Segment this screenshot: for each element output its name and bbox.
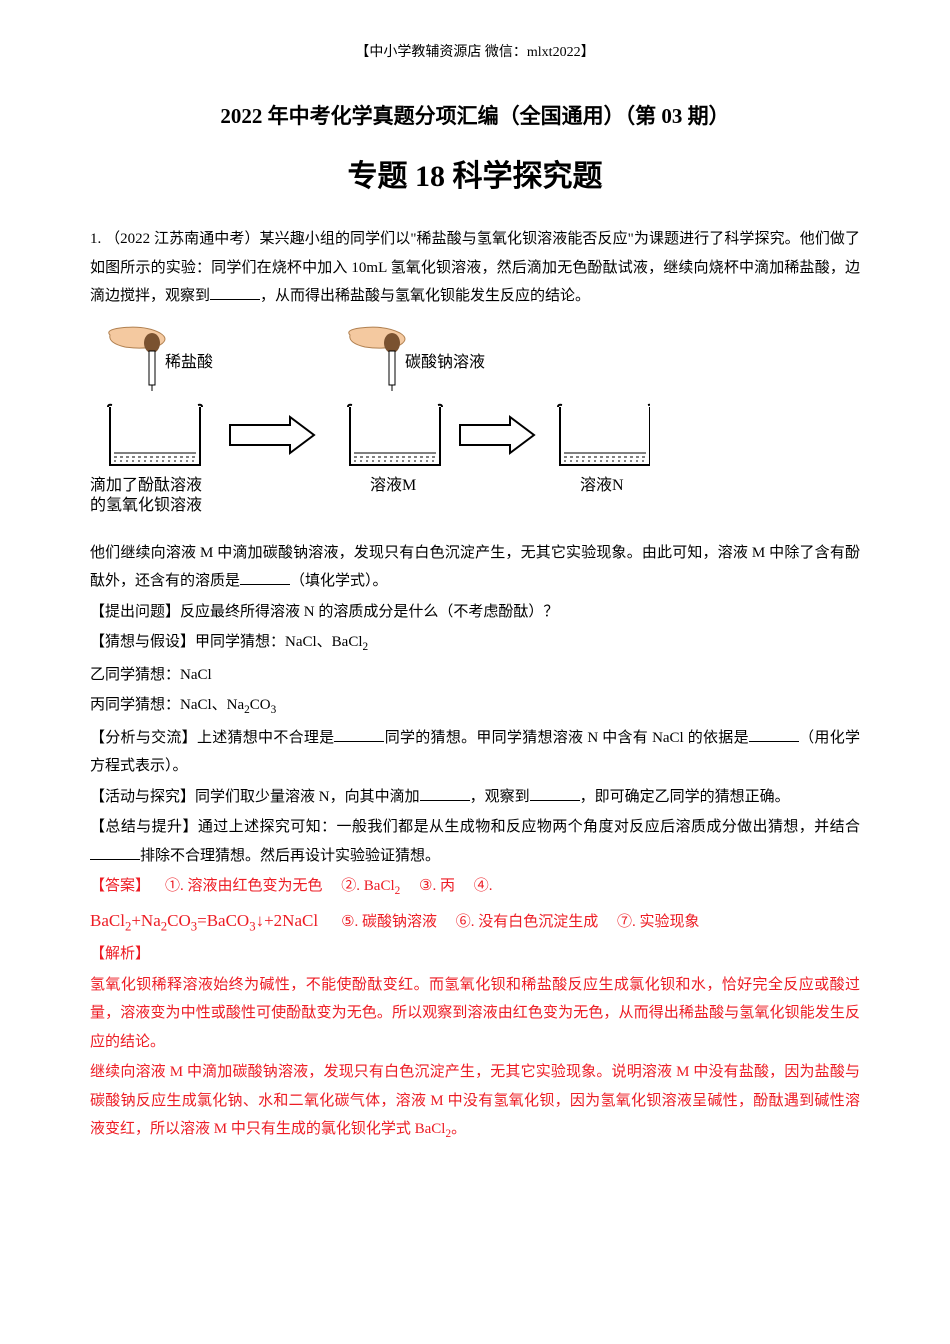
beaker-1-label-a: 滴加了酚酞溶液 bbox=[90, 476, 202, 494]
beaker-3-label: 溶液N bbox=[580, 476, 624, 494]
answer-5: ⑤. 碳酸钠溶液 bbox=[341, 914, 437, 930]
body-p4: 乙同学猜想：NaCl bbox=[90, 661, 860, 690]
p8b: 排除不合理猜想。然后再设计实验验证猜想。 bbox=[140, 848, 440, 864]
dropper-1-label: 稀盐酸 bbox=[165, 353, 213, 371]
p8a: 【总结与提升】通过上述探究可知：一般我们都是从生成物和反应物两个角度对反应后溶质… bbox=[90, 819, 860, 835]
beaker-1 bbox=[108, 405, 202, 465]
answer-1: ①. 溶液由红色变为无色 bbox=[165, 878, 323, 894]
body-p5: 丙同学猜想：NaCl、Na2CO3 bbox=[90, 691, 860, 721]
p7b: ，观察到 bbox=[470, 789, 530, 805]
sub-3a: 3 bbox=[271, 704, 277, 716]
question-intro: 1. （2022 江苏南通中考）某兴趣小组的同学们以"稀盐酸与氢氧化钡溶液能否反… bbox=[90, 225, 860, 311]
p5-text: 丙同学猜想：NaCl、Na bbox=[90, 697, 244, 713]
answer-7: ⑦. 实验现象 bbox=[617, 914, 700, 930]
p1a: 他们继续向溶液 M 中滴加碳酸钠溶液，发现只有白色沉淀产生，无其它实验现象。由此… bbox=[90, 545, 860, 590]
blank-3 bbox=[334, 727, 384, 742]
experiment-diagram: 稀盐酸 滴加了酚酞溶液 的氢氧化钡溶液 碳酸钠溶液 溶液M bbox=[90, 325, 860, 525]
title-line-1: 2022 年中考化学真题分项汇编（全国通用）（第 03 期） bbox=[90, 97, 860, 137]
blank-4 bbox=[749, 727, 799, 742]
answer-2: ②. BaCl2 bbox=[341, 878, 400, 894]
blank-2 bbox=[240, 570, 290, 585]
beaker-2-label: 溶液M bbox=[370, 476, 416, 494]
answer-label: 【答案】 bbox=[90, 878, 150, 894]
sub-2c: 2 bbox=[395, 885, 401, 897]
p5b-text: CO bbox=[250, 697, 271, 713]
arrow-2 bbox=[460, 417, 534, 453]
answer-6: ⑥. 没有白色沉淀生成 bbox=[456, 914, 599, 930]
beaker-1-label-b: 的氢氧化钡溶液 bbox=[90, 496, 202, 514]
hand-dropper-2: 碳酸钠溶液 bbox=[349, 327, 485, 391]
blank-1 bbox=[210, 285, 260, 300]
blank-6 bbox=[530, 786, 580, 801]
diagram-svg: 稀盐酸 滴加了酚酞溶液 的氢氧化钡溶液 碳酸钠溶液 溶液M bbox=[90, 325, 650, 525]
explain-1: 氢氧化钡稀释溶液始终为碱性，不能使酚酞变红。而氢氧化钡和稀盐酸反应生成氯化钡和水… bbox=[90, 971, 860, 1057]
body-p8: 【总结与提升】通过上述探究可知：一般我们都是从生成物和反应物两个角度对反应后溶质… bbox=[90, 813, 860, 870]
blank-7 bbox=[90, 845, 140, 860]
dropper-2-label: 碳酸钠溶液 bbox=[405, 353, 485, 371]
sub-2a: 2 bbox=[363, 641, 369, 653]
explain-label: 【解析】 bbox=[90, 940, 860, 969]
hand-dropper-1: 稀盐酸 bbox=[109, 327, 213, 391]
explain-2-text: 继续向溶液 M 中滴加碳酸钠溶液，发现只有白色沉淀产生，无其它实验现象。说明溶液… bbox=[90, 1064, 860, 1137]
explain-2: 继续向溶液 M 中滴加碳酸钠溶液，发现只有白色沉淀产生，无其它实验现象。说明溶液… bbox=[90, 1058, 860, 1145]
eq-m: +Na bbox=[131, 911, 160, 930]
p3-text: 【猜想与假设】甲同学猜想：NaCl、BaCl bbox=[90, 634, 363, 650]
blank-5 bbox=[420, 786, 470, 801]
body-p7: 【活动与探究】同学们取少量溶液 N，向其中滴加 ，观察到 ，即可确定乙同学的猜想正确… bbox=[90, 783, 860, 812]
p7c: ，即可确定乙同学的猜想正确。 bbox=[580, 789, 790, 805]
arrow-1 bbox=[230, 417, 314, 453]
eq-l: BaCl bbox=[90, 911, 125, 930]
eq-n: CO bbox=[167, 911, 191, 930]
p6a: 【分析与交流】上述猜想中不合理是 bbox=[90, 730, 334, 746]
p7a: 【活动与探究】同学们取少量溶液 N，向其中滴加 bbox=[90, 789, 420, 805]
body-p3: 【猜想与假设】甲同学猜想：NaCl、BaCl2 bbox=[90, 628, 860, 658]
explain-2b: 。 bbox=[451, 1121, 466, 1137]
body-p6: 【分析与交流】上述猜想中不合理是 同学的猜想。甲同学猜想溶液 N 中含有 NaCl… bbox=[90, 724, 860, 781]
answer-3: ③. 丙 bbox=[419, 878, 455, 894]
beaker-2 bbox=[348, 405, 442, 465]
body-p1: 他们继续向溶液 M 中滴加碳酸钠溶液，发现只有白色沉淀产生，无其它实验现象。由此… bbox=[90, 539, 860, 596]
p1b: （填化学式）。 bbox=[290, 573, 388, 589]
answer-equation: BaCl2+Na2CO3=BaCO3↓+2NaCl bbox=[90, 911, 322, 930]
eq-o: =BaCO bbox=[197, 911, 249, 930]
title-line-2: 专题 18 科学探究题 bbox=[90, 148, 860, 205]
intro-text-b: ，从而得出稀盐酸与氢氧化钡能发生反应的结论。 bbox=[260, 288, 590, 304]
answer-4: ④. bbox=[474, 878, 493, 894]
beaker-3 bbox=[558, 405, 650, 465]
eq-p: ↓+2NaCl bbox=[256, 911, 318, 930]
answer-2-text: ②. BaCl bbox=[341, 878, 394, 894]
p6b: 同学的猜想。甲同学猜想溶液 N 中含有 NaCl 的依据是 bbox=[384, 730, 748, 746]
answer-block-2: BaCl2+Na2CO3=BaCO3↓+2NaCl ⑤. 碳酸钠溶液 ⑥. 没有… bbox=[90, 905, 860, 939]
answer-block: 【答案】 ①. 溶液由红色变为无色 ②. BaCl2 ③. 丙 ④. bbox=[90, 872, 860, 902]
header-note: 【中小学教辅资源店 微信：mlxt2022】 bbox=[90, 40, 860, 67]
body-p2: 【提出问题】反应最终所得溶液 N 的溶质成分是什么（不考虑酚酞）？ bbox=[90, 598, 860, 627]
